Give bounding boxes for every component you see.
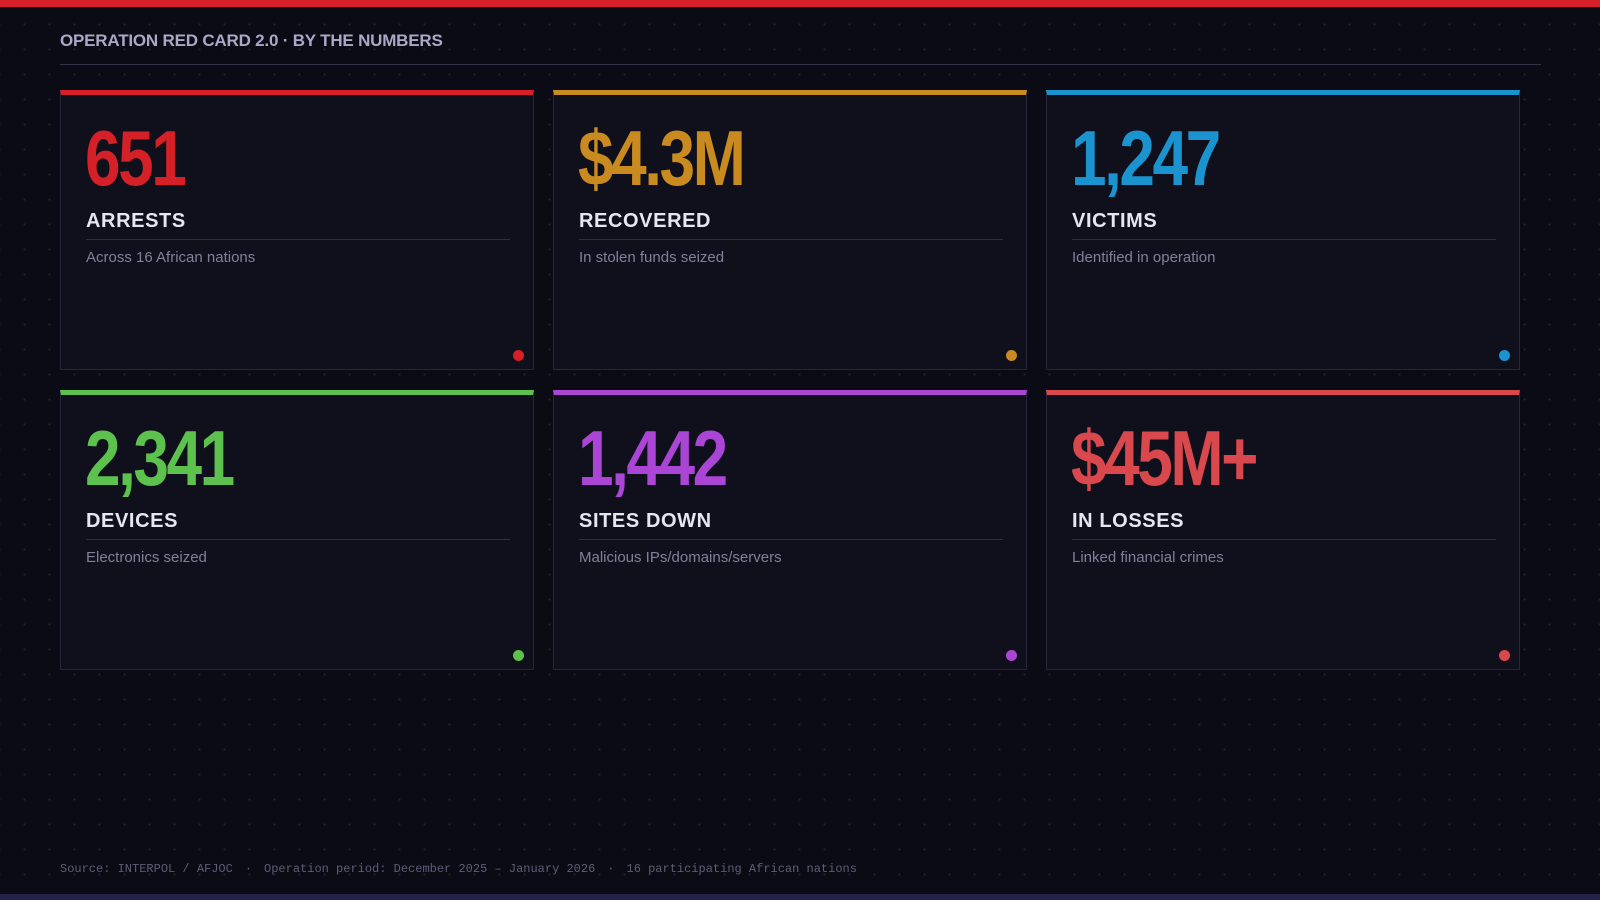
stat-label: SITES DOWN	[579, 509, 1003, 540]
page-title: OPERATION RED CARD 2.0 · BY THE NUMBERS	[60, 31, 443, 50]
stat-value: 1,247	[1071, 114, 1221, 202]
footer-separator: ·	[607, 862, 615, 876]
stat-value: 2,341	[85, 414, 235, 502]
stat-label: DEVICES	[86, 509, 510, 540]
stat-card-sites-down: 1,442 SITES DOWN Malicious IPs/domains/s…	[553, 390, 1027, 670]
stat-card-losses: $45M+ IN LOSSES Linked financial crimes	[1046, 390, 1520, 670]
footer-separator: ·	[244, 862, 253, 876]
stat-description: Malicious IPs/domains/servers	[579, 549, 782, 566]
stats-grid: 651 ARRESTS Across 16 African nations $4…	[60, 90, 1521, 670]
footer-nations: 16 participating African nations	[626, 862, 857, 876]
stat-card-devices: 2,341 DEVICES Electronics seized	[60, 390, 534, 670]
status-dot-icon	[513, 350, 524, 361]
stat-card-arrests: 651 ARRESTS Across 16 African nations	[60, 90, 534, 370]
stat-label: IN LOSSES	[1072, 509, 1496, 540]
stat-label: ARRESTS	[86, 209, 510, 240]
footer-source-line: Source: INTERPOL / AFJOC · Operation perio…	[60, 861, 857, 877]
status-dot-icon	[1499, 650, 1510, 661]
page-header: OPERATION RED CARD 2.0 · BY THE NUMBERS	[60, 30, 1541, 65]
footer-source: Source: INTERPOL / AFJOC	[60, 862, 233, 876]
bottom-accent-bar	[0, 894, 1600, 900]
stat-description: Electronics seized	[86, 549, 207, 566]
top-accent-bar	[0, 0, 1600, 7]
status-dot-icon	[1499, 350, 1510, 361]
status-dot-icon	[1006, 650, 1017, 661]
status-dot-icon	[1006, 350, 1017, 361]
stat-card-recovered: $4.3M RECOVERED In stolen funds seized	[553, 90, 1027, 370]
stat-value: 1,442	[578, 414, 728, 502]
stat-description: Identified in operation	[1072, 249, 1216, 266]
stat-value: $4.3M	[578, 114, 746, 202]
stat-value: 651	[85, 114, 187, 202]
status-dot-icon	[513, 650, 524, 661]
stat-value: $45M+	[1071, 414, 1259, 502]
footer-period: Operation period: December 2025 – Januar…	[264, 862, 596, 876]
stat-description: Linked financial crimes	[1072, 549, 1224, 566]
stat-label: RECOVERED	[579, 209, 1003, 240]
stat-description: Across 16 African nations	[86, 249, 256, 266]
stat-card-victims: 1,247 VICTIMS Identified in operation	[1046, 90, 1520, 370]
stat-description: In stolen funds seized	[579, 249, 725, 266]
stat-label: VICTIMS	[1072, 209, 1496, 240]
